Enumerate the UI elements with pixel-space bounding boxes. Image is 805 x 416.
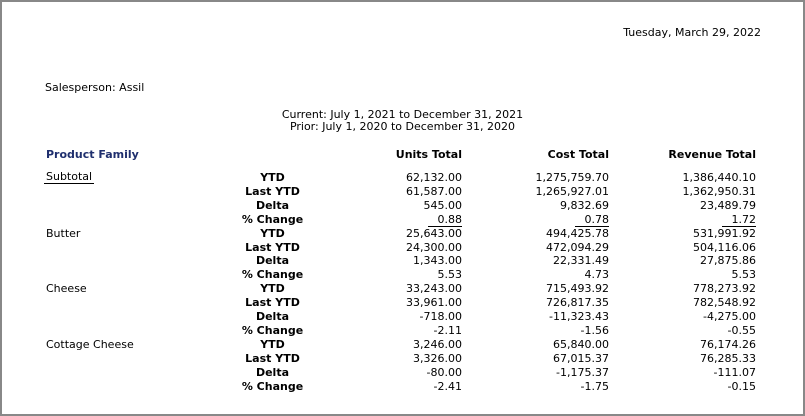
units-value: 24,300.00 [406, 241, 462, 254]
table-row: Subtotal YTD 62,132.00 1,275,759.70 1,386,44… [0, 171, 805, 185]
header-revenue-total: Revenue Total [668, 148, 756, 161]
revenue-value: 76,285.33 [700, 352, 756, 365]
cost-value: 9,832.69 [560, 199, 609, 212]
revenue-value: 504,116.06 [693, 241, 756, 254]
revenue-value: -4,275.00 [703, 310, 756, 323]
table-row: Delta -718.00 -11,323.43 -4,275.00 [0, 310, 805, 324]
cost-value: -1.56 [580, 324, 609, 337]
header-cost-total: Cost Total [547, 148, 609, 161]
units-value: 3,326.00 [413, 352, 462, 365]
table-row: Delta -80.00 -1,175.37 -111.07 [0, 366, 805, 380]
table-row: % Change 0.88 0.78 1.72 [0, 213, 805, 227]
header-units-total: Units Total [395, 148, 462, 161]
table-row: Delta 545.00 9,832.69 23,489.79 [0, 199, 805, 213]
cost-value: 494,425.78 [546, 227, 609, 240]
units-value: 0.88 [427, 214, 462, 227]
units-value: 25,643.00 [406, 227, 462, 240]
cost-value: 0.78 [574, 214, 609, 227]
revenue-value: 1.72 [721, 214, 756, 227]
cost-value: -1.75 [580, 380, 609, 393]
table-row: % Change 5.53 4.73 5.53 [0, 268, 805, 282]
table-row: Last YTD 61,587.00 1,265,927.01 1,362,950.3… [0, 185, 805, 199]
table-row: Cheese YTD 33,243.00 715,493.92 778,273.92 [0, 282, 805, 296]
metric-label: Delta [255, 254, 290, 267]
cost-value: 67,015.37 [553, 352, 609, 365]
units-value: 62,132.00 [406, 171, 462, 184]
table-row: % Change -2.11 -1.56 -0.55 [0, 324, 805, 338]
salesperson-label: Salesperson: Assil [45, 81, 145, 94]
metric-label: % Change [241, 324, 304, 337]
metric-label: YTD [260, 282, 285, 295]
product-family-name: Cheese [46, 282, 87, 295]
table-row: Cottage Cheese YTD 3,246.00 65,840.00 76,174… [0, 338, 805, 352]
cost-value: 715,493.92 [546, 282, 609, 295]
metric-label: % Change [241, 213, 304, 226]
cost-value: 4.73 [584, 268, 610, 281]
product-family-name: Butter [46, 227, 81, 240]
revenue-value: 1,362,950.31 [682, 185, 756, 198]
units-value: -2.11 [433, 324, 462, 337]
units-value: 5.53 [437, 268, 463, 281]
revenue-value: 782,548.92 [693, 296, 756, 309]
prior-period: Prior: July 1, 2020 to December 31, 2020 [289, 120, 516, 133]
revenue-value: 5.53 [731, 268, 757, 281]
metric-label: YTD [260, 227, 285, 240]
units-value: 1,343.00 [413, 254, 462, 267]
metric-label: YTD [260, 171, 285, 184]
table-row: Last YTD 3,326.00 67,015.37 76,285.33 [0, 352, 805, 366]
metric-label: Last YTD [245, 352, 300, 365]
revenue-value: -0.55 [727, 324, 756, 337]
current-period: Current: July 1, 2021 to December 31, 20… [281, 108, 524, 121]
revenue-value: -0.15 [727, 380, 756, 393]
table-row: Last YTD 33,961.00 726,817.35 782,548.92 [0, 296, 805, 310]
metric-label: Last YTD [245, 296, 300, 309]
cost-value: 1,275,759.70 [535, 171, 609, 184]
units-value: -718.00 [419, 310, 462, 323]
cost-value: 472,094.29 [546, 241, 609, 254]
revenue-value: 76,174.26 [700, 338, 756, 351]
table-row: Butter YTD 25,643.00 494,425.78 531,991.92 [0, 227, 805, 241]
units-value: 3,246.00 [413, 338, 462, 351]
table-row: Delta 1,343.00 22,331.49 27,875.86 [0, 254, 805, 268]
metric-label: Delta [255, 366, 290, 379]
revenue-value: 23,489.79 [700, 199, 756, 212]
report-date: Tuesday, March 29, 2022 [623, 26, 761, 39]
product-family-name: Cottage Cheese [46, 338, 134, 351]
units-value: -80.00 [426, 366, 462, 379]
metric-label: YTD [260, 338, 285, 351]
cost-cell: 0.78 [479, 213, 609, 227]
units-value: 545.00 [423, 199, 463, 212]
metric-label: Delta [255, 199, 290, 212]
metric-label: % Change [241, 268, 304, 281]
cost-value: 22,331.49 [553, 254, 609, 267]
table-row: % Change -2.41 -1.75 -0.15 [0, 380, 805, 394]
metric-label: % Change [241, 380, 304, 393]
revenue-value: 27,875.86 [700, 254, 756, 267]
revenue-value: 778,273.92 [693, 282, 756, 295]
cost-value: 1,265,927.01 [535, 185, 609, 198]
units-value: 61,587.00 [406, 185, 462, 198]
revenue-value: 531,991.92 [693, 227, 756, 240]
cost-value: 65,840.00 [553, 338, 609, 351]
cost-value: -11,323.43 [549, 310, 609, 323]
revenue-cell: 1.72 [626, 213, 756, 227]
units-value: 33,243.00 [406, 282, 462, 295]
table-row: Last YTD 24,300.00 472,094.29 504,116.06 [0, 241, 805, 255]
revenue-value: 1,386,440.10 [682, 171, 756, 184]
revenue-value: -111.07 [713, 366, 756, 379]
cost-value: -1,175.37 [556, 366, 609, 379]
product-family-name: Subtotal [44, 170, 95, 184]
metric-label: Last YTD [245, 241, 300, 254]
header-product-family: Product Family [46, 148, 139, 161]
units-value: 33,961.00 [406, 296, 462, 309]
metric-label: Delta [255, 310, 290, 323]
metric-label: Last YTD [245, 185, 300, 198]
units-cell: 0.88 [332, 213, 462, 227]
cost-value: 726,817.35 [546, 296, 609, 309]
units-value: -2.41 [433, 380, 462, 393]
